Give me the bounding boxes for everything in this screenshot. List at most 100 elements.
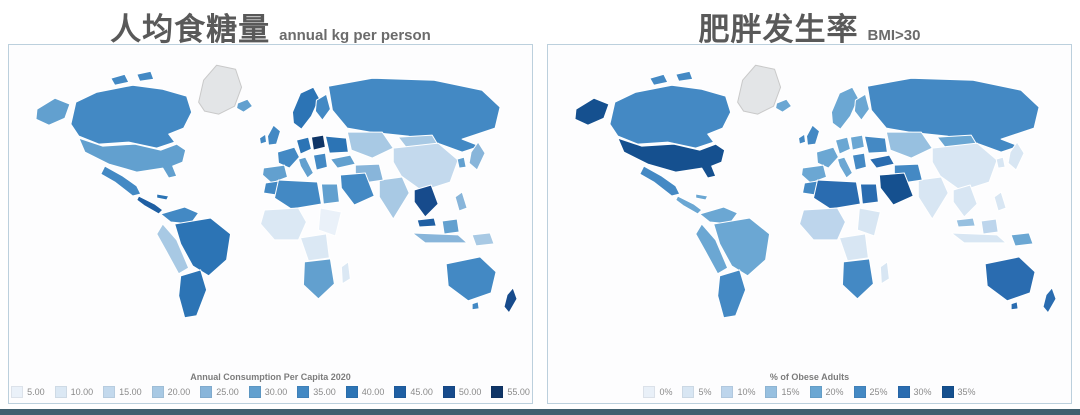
region-east-africa[interactable] — [317, 207, 342, 237]
region-indonesia[interactable] — [411, 232, 468, 244]
region-caribbean[interactable] — [156, 193, 170, 201]
region-tasmania[interactable] — [471, 301, 480, 311]
region-ireland[interactable] — [259, 133, 268, 145]
region-new-guinea[interactable] — [471, 232, 495, 247]
legend-bin[interactable]: 50.00 — [442, 386, 481, 398]
region-china[interactable] — [392, 142, 459, 192]
legend-bin[interactable]: 25.00 — [200, 386, 239, 398]
region-india[interactable] — [917, 176, 949, 220]
legend-bin[interactable]: 10% — [721, 386, 755, 398]
region-borneo[interactable] — [441, 218, 460, 235]
region-korea[interactable] — [456, 156, 467, 169]
region-egypt[interactable] — [320, 183, 340, 205]
region-new-guinea[interactable] — [1010, 232, 1034, 247]
region-ukraine[interactable] — [324, 135, 349, 154]
region-canada-arctic-1[interactable] — [649, 73, 669, 86]
legend-bin[interactable]: 20.00 — [151, 386, 190, 398]
region-southern-africa[interactable] — [302, 258, 335, 300]
region-central-asia[interactable] — [885, 131, 933, 159]
region-poland[interactable] — [849, 134, 865, 151]
region-canada-arctic-2[interactable] — [675, 70, 694, 82]
region-philippines[interactable] — [993, 191, 1007, 212]
region-tasmania[interactable] — [1010, 301, 1019, 311]
region-west-africa[interactable] — [260, 207, 307, 241]
region-central-africa[interactable] — [838, 233, 869, 262]
legend-bin[interactable]: 25% — [853, 386, 888, 398]
region-canada[interactable] — [70, 84, 193, 149]
region-central-america[interactable] — [136, 195, 164, 215]
region-new-zealand[interactable] — [503, 287, 518, 314]
region-central-asia[interactable] — [346, 131, 394, 159]
legend-bin[interactable]: 30% — [897, 386, 932, 398]
region-korea[interactable] — [995, 156, 1006, 169]
legend-bin[interactable]: 20% — [809, 386, 844, 398]
region-indonesia[interactable] — [950, 232, 1007, 244]
region-canada[interactable] — [609, 84, 732, 149]
region-japan[interactable] — [468, 141, 486, 171]
region-france[interactable] — [276, 146, 300, 169]
region-philippines[interactable] — [454, 191, 468, 212]
region-andes[interactable] — [695, 223, 729, 275]
region-se-asia[interactable] — [952, 184, 978, 218]
region-malaysia[interactable] — [416, 217, 437, 228]
region-usa[interactable] — [78, 137, 187, 179]
region-algeria-libya[interactable] — [273, 179, 322, 210]
region-poland[interactable] — [310, 134, 326, 151]
region-egypt[interactable] — [859, 183, 879, 205]
region-alaska[interactable] — [35, 97, 71, 126]
region-brazil[interactable] — [174, 217, 232, 277]
region-australia[interactable] — [445, 256, 497, 302]
region-finland[interactable] — [853, 93, 870, 121]
region-malaysia[interactable] — [955, 217, 976, 228]
region-australia[interactable] — [984, 256, 1036, 302]
legend-bin[interactable]: 30.00 — [248, 386, 287, 398]
region-se-asia[interactable] — [413, 184, 439, 218]
region-france[interactable] — [815, 146, 839, 169]
region-middle-east[interactable] — [878, 172, 914, 206]
region-algeria-libya[interactable] — [812, 179, 861, 210]
region-southern-africa[interactable] — [841, 258, 874, 300]
region-alaska[interactable] — [574, 97, 610, 126]
legend-bin[interactable]: 5% — [682, 386, 711, 398]
region-new-zealand[interactable] — [1042, 287, 1057, 314]
region-central-africa[interactable] — [299, 233, 330, 262]
region-madagascar[interactable] — [879, 261, 890, 285]
legend-bin[interactable]: 5.00 — [11, 386, 45, 398]
legend-bin[interactable]: 40.00 — [345, 386, 384, 398]
region-finland[interactable] — [314, 93, 331, 121]
legend-bin[interactable]: 0% — [643, 386, 672, 398]
region-canada-arctic-1[interactable] — [110, 73, 130, 86]
region-greenland[interactable] — [737, 64, 782, 115]
region-china[interactable] — [931, 142, 998, 192]
region-ireland[interactable] — [798, 133, 807, 145]
region-usa[interactable] — [617, 137, 726, 179]
region-india[interactable] — [378, 176, 410, 220]
region-germany[interactable] — [834, 136, 851, 155]
region-central-america[interactable] — [675, 195, 703, 215]
region-colombia-venezuela[interactable] — [699, 206, 739, 225]
region-west-africa[interactable] — [799, 207, 846, 241]
legend-bin[interactable]: 10.00 — [54, 386, 93, 398]
region-uk[interactable] — [806, 124, 820, 146]
region-argentina-chile[interactable] — [717, 269, 747, 319]
region-andes[interactable] — [156, 223, 190, 275]
region-japan[interactable] — [1007, 141, 1025, 171]
region-argentina-chile[interactable] — [178, 269, 208, 319]
region-germany[interactable] — [295, 136, 312, 155]
region-canada-arctic-2[interactable] — [136, 70, 155, 82]
region-iceland[interactable] — [775, 98, 793, 113]
legend-bin[interactable]: 15% — [765, 386, 800, 398]
legend-bin[interactable]: 45.00 — [394, 386, 433, 398]
region-ukraine[interactable] — [863, 135, 888, 154]
region-turkey[interactable] — [329, 154, 356, 169]
region-uk[interactable] — [267, 124, 281, 146]
region-borneo[interactable] — [980, 218, 999, 235]
region-east-africa[interactable] — [856, 207, 881, 237]
region-middle-east[interactable] — [339, 172, 375, 206]
region-greenland[interactable] — [198, 64, 243, 115]
region-balkans[interactable] — [312, 152, 328, 171]
legend-bin[interactable]: 15.00 — [103, 386, 142, 398]
region-brazil[interactable] — [713, 217, 771, 277]
region-mexico[interactable] — [639, 165, 681, 197]
region-caribbean[interactable] — [695, 193, 709, 201]
